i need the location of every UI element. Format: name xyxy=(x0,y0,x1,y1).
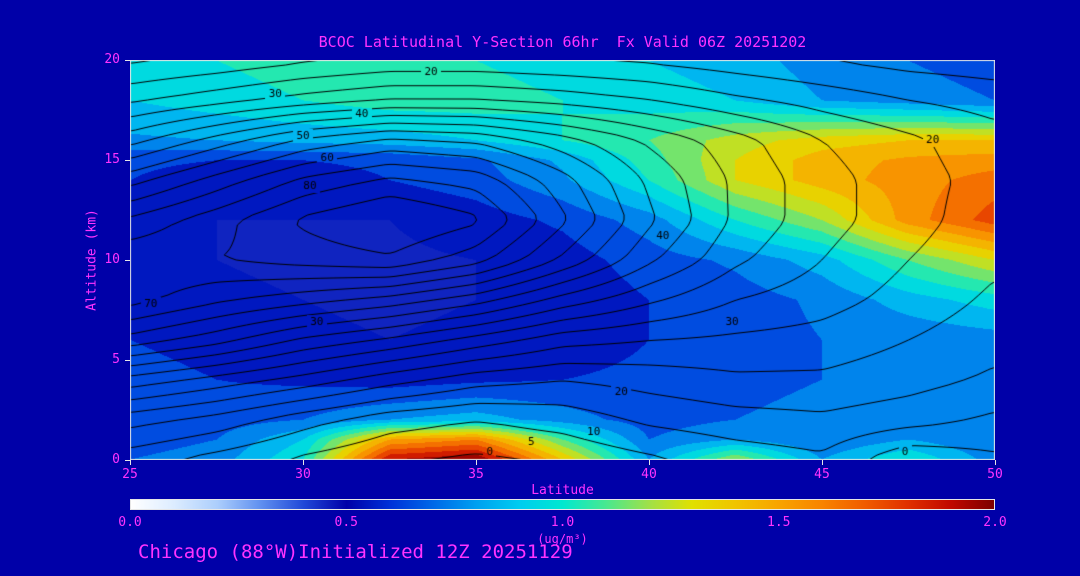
y-axis-tick xyxy=(125,259,130,261)
x-tick-label: 25 xyxy=(122,467,138,482)
colorbar-tick-label: 1.5 xyxy=(767,515,791,530)
y-axis-tick xyxy=(125,359,130,361)
x-axis-tick xyxy=(994,460,996,465)
x-axis-tick xyxy=(821,460,823,465)
x-tick-label: 40 xyxy=(641,467,657,482)
x-tick-label: 35 xyxy=(468,467,484,482)
colorbar-tick-label: 0.0 xyxy=(118,515,142,530)
y-tick-label: 10 xyxy=(104,252,120,267)
x-axis-tick xyxy=(129,460,131,465)
y-tick-label: 0 xyxy=(112,452,120,467)
y-axis-tick xyxy=(125,159,130,161)
y-tick-label: 15 xyxy=(104,152,120,167)
contour-plot-canvas xyxy=(130,60,995,460)
x-axis-tick xyxy=(302,460,304,465)
footer-text: Chicago (88°W)Initialized 12Z 20251129 xyxy=(138,541,573,563)
chart-title: BCOC Latitudinal Y-Section 66hr Fx Valid… xyxy=(318,33,807,51)
y-tick-label: 20 xyxy=(104,52,120,67)
x-axis-tick xyxy=(475,460,477,465)
colorbar xyxy=(130,499,995,510)
y-axis-tick xyxy=(125,459,130,461)
y-tick-label: 5 xyxy=(112,352,120,367)
colorbar-tick-label: 2.0 xyxy=(983,515,1007,530)
x-tick-label: 30 xyxy=(295,467,311,482)
y-axis-tick xyxy=(125,59,130,61)
x-tick-label: 50 xyxy=(987,467,1003,482)
colorbar-units: (ug/m³) xyxy=(537,532,588,546)
colorbar-tick-label: 1.0 xyxy=(550,515,575,530)
x-tick-label: 45 xyxy=(814,467,830,482)
colorbar-tick-label: 0.5 xyxy=(334,515,358,530)
x-axis-title: Latitude xyxy=(531,483,594,498)
x-axis-tick xyxy=(648,460,650,465)
